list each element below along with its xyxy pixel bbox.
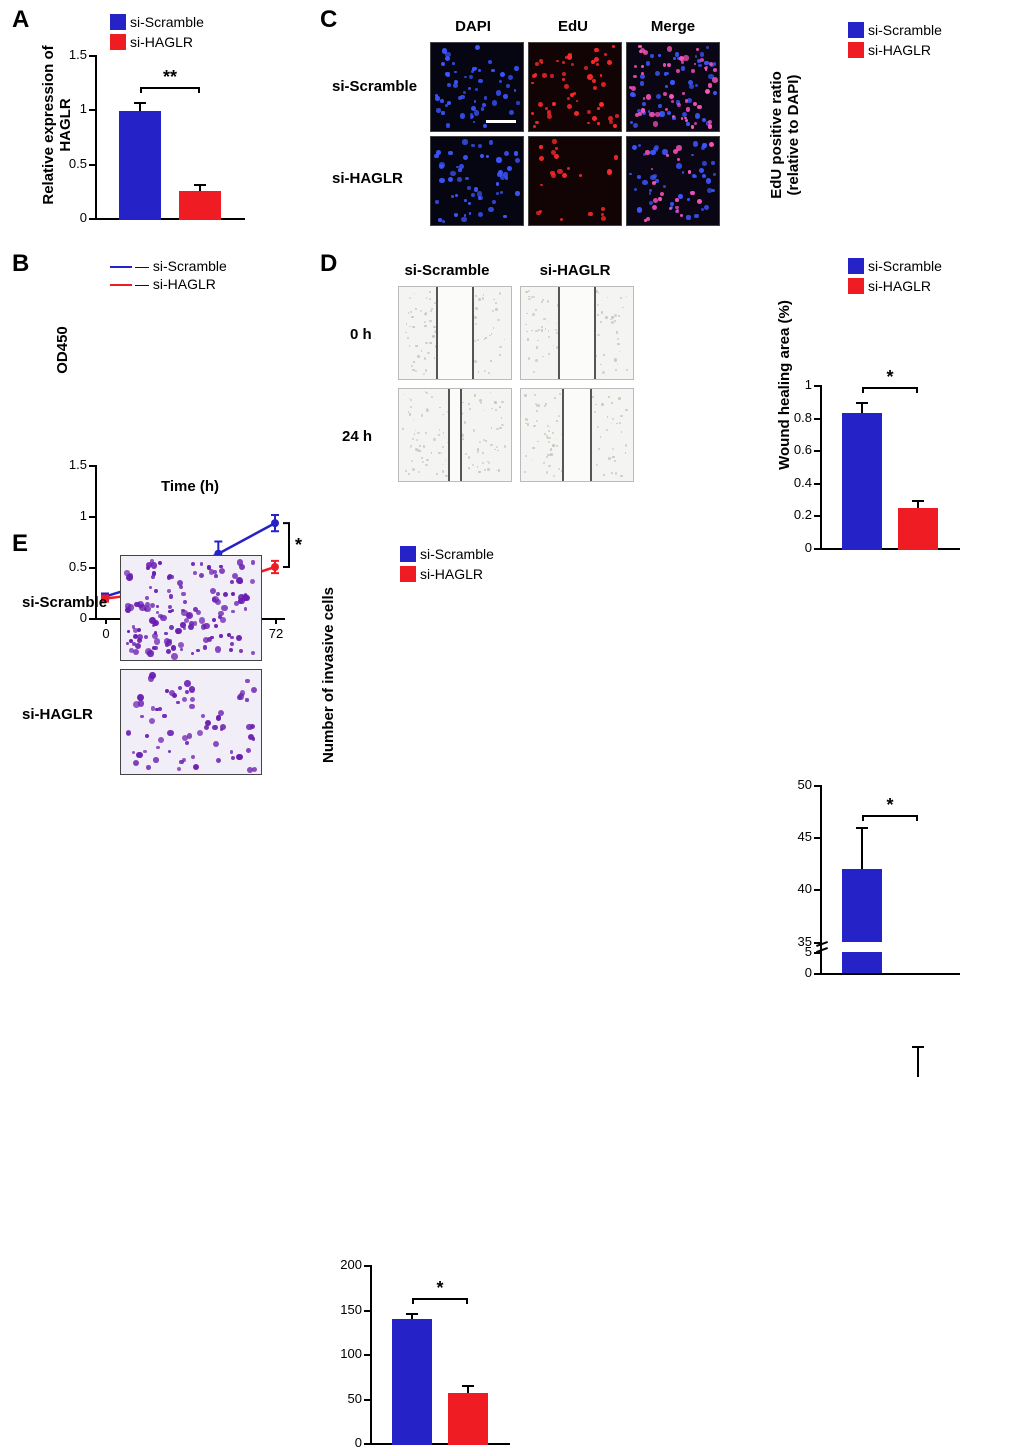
wound-1-1	[520, 388, 634, 482]
legend-scramble-label-d: si-Scramble	[868, 258, 942, 274]
wound-0-1	[520, 286, 634, 380]
legend-haglr-label-a: si-HAGLR	[130, 34, 193, 50]
legend-haglr-swatch-e	[400, 566, 416, 582]
bar-haglr	[448, 1393, 487, 1445]
legend-haglr-label-e: si-HAGLR	[420, 566, 483, 582]
legend-haglr-label-b: — si-HAGLR	[135, 276, 216, 292]
panel-b-ylabel: OD450	[54, 290, 71, 410]
col-haglr-d: si-HAGLR	[520, 262, 630, 279]
col-dapi: DAPI	[428, 18, 518, 35]
panel-letter-e: E	[12, 530, 28, 558]
figure: { "colors": { "scramble": "#2522c8", "ha…	[0, 0, 1020, 792]
col-merge: Merge	[628, 18, 718, 35]
bar-scramble	[392, 1319, 431, 1445]
micrograph-c-1-1	[528, 136, 622, 226]
legend-scramble-label-b: — si-Scramble	[135, 258, 227, 274]
panel-letter-c: C	[320, 6, 337, 34]
micrograph-c-0-2	[626, 42, 720, 132]
legend-scramble-line-b	[110, 266, 132, 268]
col-edu: EdU	[528, 18, 618, 35]
panel-a-ylabel: Relative expression ofHAGLR	[40, 40, 74, 210]
micrograph-c-1-0	[430, 136, 524, 226]
micrograph-c-0-0	[430, 42, 524, 132]
invasion-1	[120, 669, 262, 775]
legend-scramble-swatch-c	[848, 22, 864, 38]
panel-letter-a: A	[12, 6, 29, 34]
legend-haglr-swatch-d	[848, 278, 864, 294]
legend-haglr-label-d: si-HAGLR	[868, 278, 931, 294]
row-scramble-e: si-Scramble	[22, 594, 107, 611]
panel-a-chart: 00.511.5**	[95, 55, 245, 220]
legend-haglr-swatch-c	[848, 42, 864, 58]
panel-d-chart: 0535404550*	[820, 785, 960, 975]
legend-scramble-label-e: si-Scramble	[420, 546, 494, 562]
wound-1-0	[398, 388, 512, 482]
wound-0-0	[398, 286, 512, 380]
legend-scramble-swatch-e	[400, 546, 416, 562]
panel-e-ylabel: Number of invasive cells	[320, 580, 337, 770]
legend-scramble-label-a: si-Scramble	[130, 14, 204, 30]
micrograph-c-0-1	[528, 42, 622, 132]
row-haglr-c: si-HAGLR	[332, 170, 403, 187]
legend-haglr-swatch-a	[110, 34, 126, 50]
row-0h: 0 h	[350, 326, 372, 343]
col-scramble-d: si-Scramble	[392, 262, 502, 279]
legend-scramble-label-c: si-Scramble	[868, 22, 942, 38]
panel-e-micrographs	[120, 555, 265, 775]
svg-text:*: *	[295, 535, 302, 555]
panel-c-chart: 00.20.40.60.81*	[820, 385, 960, 550]
panel-letter-d: D	[320, 250, 337, 278]
legend-haglr-line-b	[110, 284, 132, 286]
legend-scramble-swatch-d	[848, 258, 864, 274]
micrograph-c-1-2	[626, 136, 720, 226]
panel-c-ylabel: EdU positive ratio(relative to DAPI)	[768, 50, 802, 220]
bar-scramble	[842, 413, 881, 550]
legend-scramble-swatch-a	[110, 14, 126, 30]
panel-letter-b: B	[12, 250, 29, 278]
bar-haglr	[898, 508, 937, 550]
row-scramble-c: si-Scramble	[332, 78, 417, 95]
bar-scramble	[119, 111, 161, 220]
panel-e-chart: 050100150200*	[370, 1265, 510, 1445]
bar-haglr	[179, 191, 221, 220]
panel-d-micrographs	[398, 286, 638, 486]
row-haglr-e: si-HAGLR	[22, 706, 93, 723]
row-24h: 24 h	[342, 428, 372, 445]
invasion-0	[120, 555, 262, 661]
panel-b-xlabel: Time (h)	[125, 478, 255, 495]
legend-haglr-label-c: si-HAGLR	[868, 42, 931, 58]
panel-c-micrographs	[430, 42, 720, 227]
panel-d-ylabel: Wound healing area (%)	[776, 290, 793, 480]
